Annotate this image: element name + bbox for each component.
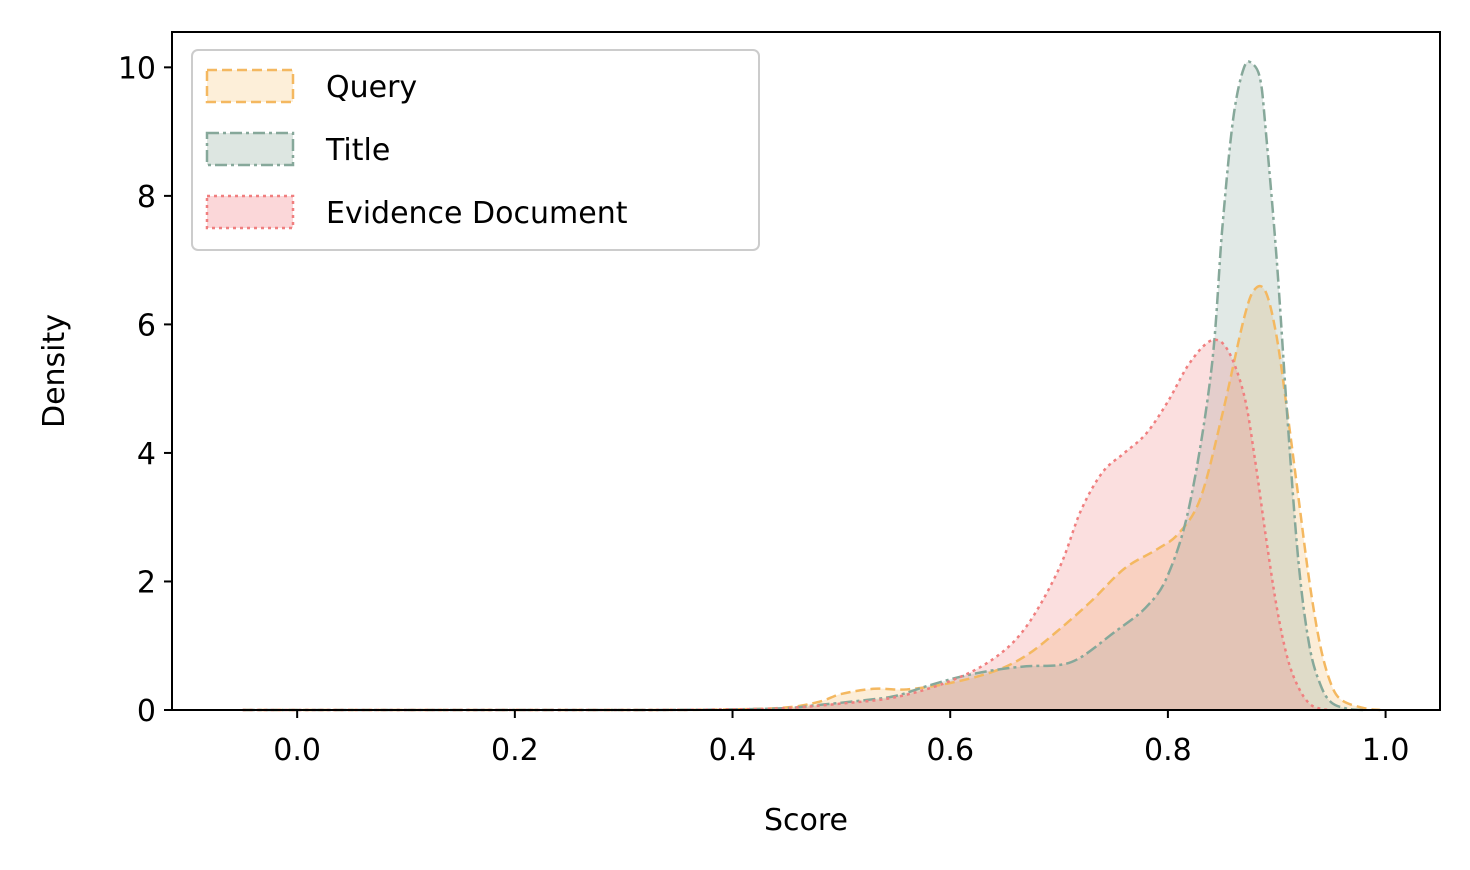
area-fill-title [242, 61, 1364, 711]
x-tick-label: 0.4 [709, 733, 757, 768]
y-tick-label: 10 [118, 51, 156, 86]
y-axis-title: Density [37, 314, 72, 428]
area-fill-evidence-document [242, 339, 1332, 710]
y-tick-label: 6 [137, 308, 156, 343]
legend-swatch-title [205, 131, 295, 167]
density-line-query [242, 284, 1381, 712]
legend-swatch-query [205, 68, 295, 104]
legend-label-title: Title [325, 133, 390, 168]
y-tick-label: 4 [137, 437, 156, 472]
legend-frame [191, 49, 760, 251]
x-axis-title: Score [764, 803, 848, 838]
y-tick-label: 2 [137, 565, 156, 600]
legend-label-query: Query [326, 70, 417, 105]
x-tick-label: 0.0 [273, 733, 321, 768]
x-tick-label: 1.0 [1362, 733, 1410, 768]
density-line-title [242, 60, 1364, 712]
area-fill-query [242, 285, 1381, 710]
density-areas [242, 60, 1381, 712]
x-axis-ticks: 0.0 0.2 0.4 0.6 0.8 1.0 [273, 710, 1409, 768]
x-tick-label: 0.6 [926, 733, 974, 768]
density-line-evidence-document [242, 338, 1332, 712]
y-axis-ticks: 0 2 4 6 8 10 [118, 51, 172, 729]
y-tick-label: 8 [137, 180, 156, 215]
axes-frame [171, 31, 1441, 711]
legend-swatch-evidence-document [205, 194, 295, 230]
y-tick-label: 0 [137, 694, 156, 729]
legend: Query Title Evidence Document [191, 49, 760, 251]
legend-label-evidence-document: Evidence Document [326, 196, 628, 231]
x-tick-label: 0.8 [1144, 733, 1192, 768]
x-tick-label: 0.2 [491, 733, 539, 768]
